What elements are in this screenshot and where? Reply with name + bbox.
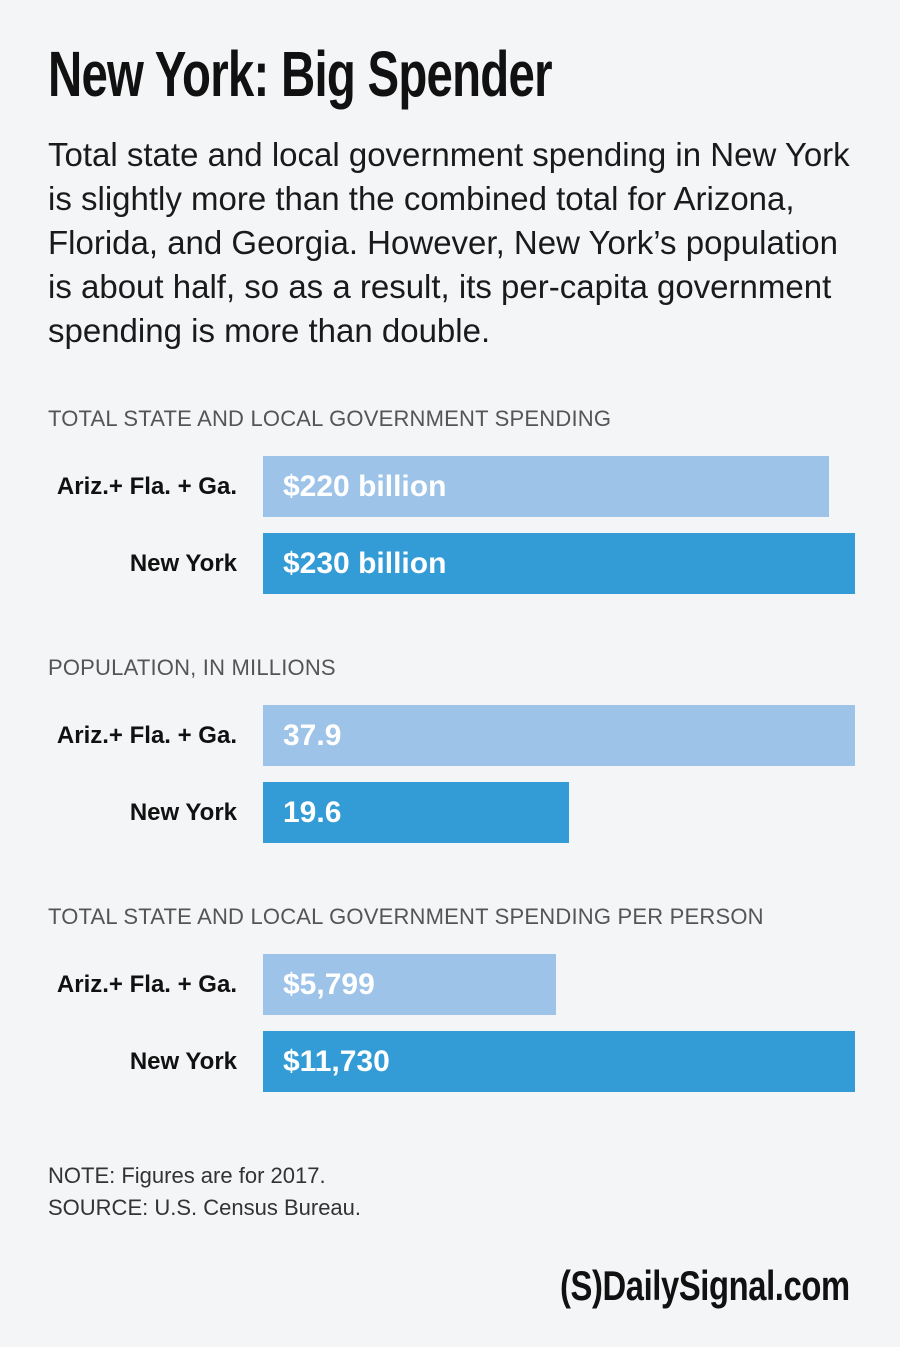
- data-label: $11,730: [283, 1045, 390, 1078]
- note-text: NOTE: Figures are for 2017.: [48, 1163, 326, 1188]
- subtitle: Total state and local government spendin…: [48, 136, 850, 349]
- category-label: Ariz.+ Fla. + Ga.: [56, 473, 237, 500]
- dailysignal-logo: (S)DailySignal.com: [560, 1262, 850, 1309]
- category-label: New York: [129, 550, 237, 577]
- page-title: New York: Big Spender: [48, 38, 553, 110]
- bar-new-york: [263, 782, 570, 843]
- data-label: $220 billion: [283, 470, 447, 503]
- data-label: $5,799: [283, 968, 375, 1001]
- category-label: New York: [129, 1048, 237, 1075]
- data-label: $230 billion: [283, 547, 447, 580]
- category-label: Ariz.+ Fla. + Ga.: [56, 971, 237, 998]
- category-label: New York: [129, 799, 237, 826]
- bar-new-york: [263, 533, 855, 594]
- chart-section-title: POPULATION, IN MILLIONS: [48, 655, 336, 680]
- data-label: 19.6: [283, 796, 342, 829]
- data-label: 37.9: [283, 719, 342, 752]
- source-text: SOURCE: U.S. Census Bureau.: [48, 1195, 362, 1220]
- category-label: Ariz.+ Fla. + Ga.: [56, 722, 237, 749]
- bar-ariz-fla-ga: [263, 705, 855, 766]
- chart-section-title: TOTAL STATE AND LOCAL GOVERNMENT SPENDIN…: [48, 406, 612, 431]
- bar-ariz-fla-ga: [263, 456, 830, 517]
- chart-section-title: TOTAL STATE AND LOCAL GOVERNMENT SPENDIN…: [48, 904, 764, 929]
- bar-new-york: [263, 1031, 855, 1092]
- bar-ariz-fla-ga: [263, 954, 556, 1015]
